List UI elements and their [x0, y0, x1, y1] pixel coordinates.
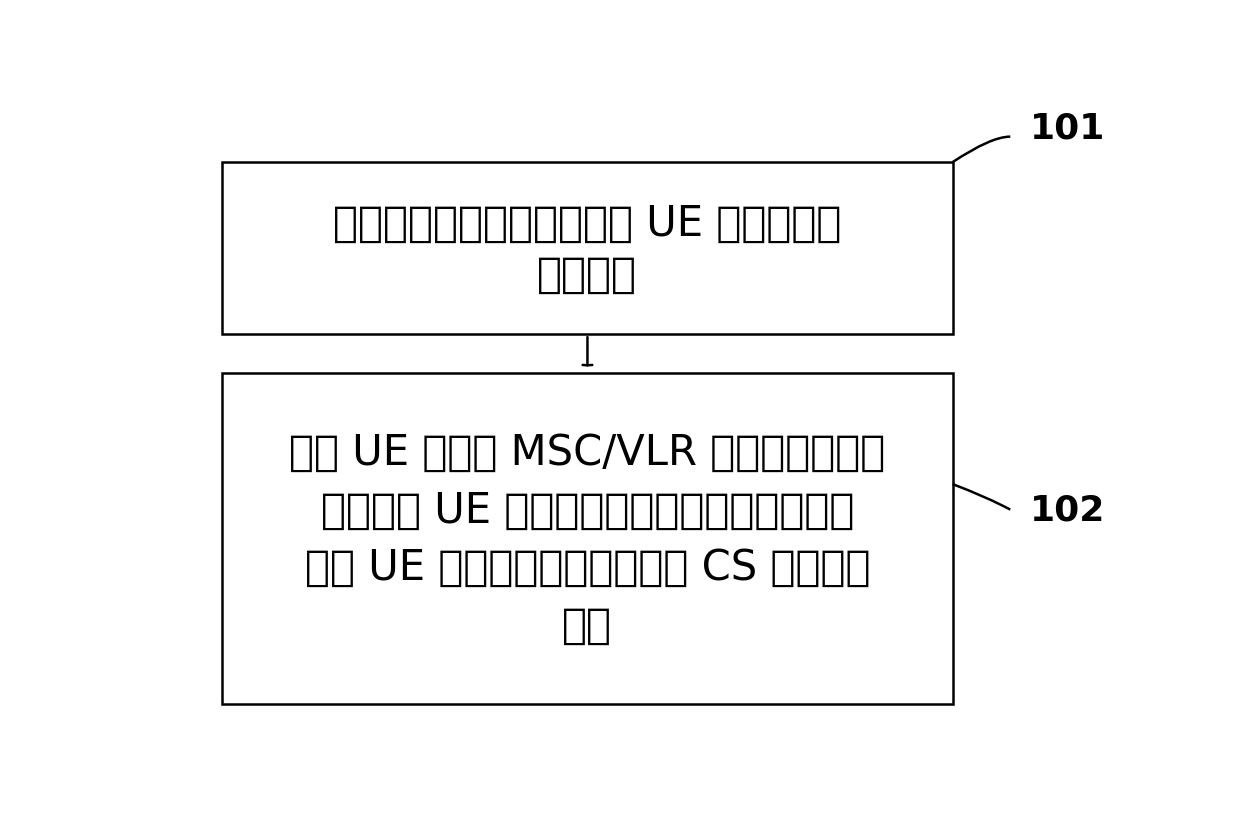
Text: 指示 UE 根据该指示信息发起到 CS 域的注册: 指示 UE 根据该指示信息发起到 CS 域的注册 [305, 547, 870, 588]
Text: 101: 101 [1029, 111, 1105, 145]
FancyBboxPatch shape [222, 163, 952, 335]
FancyBboxPatch shape [222, 373, 952, 705]
Text: 理网元向 UE 发送指示信息，该指示信息用于: 理网元向 UE 发送指示信息，该指示信息用于 [321, 489, 854, 531]
Text: 102: 102 [1029, 493, 1105, 527]
Text: 移动管理网元接收用户设备 UE 发送的位置: 移动管理网元接收用户设备 UE 发送的位置 [334, 203, 842, 245]
Text: 若该 UE 注册的 MSC/VLR 不可靠，移动管: 若该 UE 注册的 MSC/VLR 不可靠，移动管 [289, 432, 885, 474]
Text: 流程: 流程 [563, 604, 613, 646]
Text: 更新请求: 更新请求 [537, 253, 637, 295]
